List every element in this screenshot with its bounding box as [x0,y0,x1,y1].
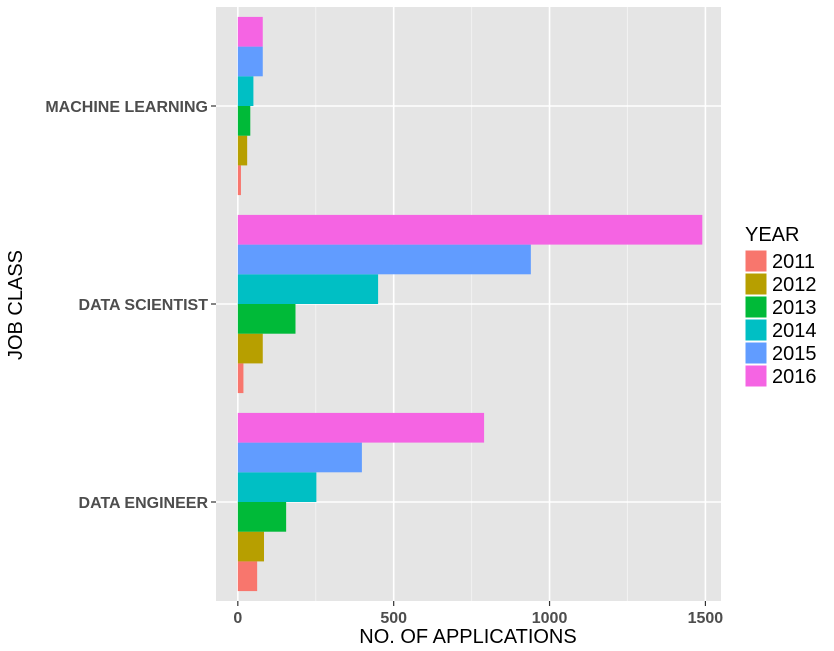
bar [237,442,362,473]
legend-key [744,318,768,342]
x-axis: 0 500 1000 1500 [233,601,723,627]
legend-label: 2016 [772,366,817,388]
legend-key [744,364,768,388]
y-axis-title: JOB CLASS [5,250,27,360]
x-tick-label: 1000 [532,610,568,627]
y-tick-label: DATA SCIENTIST [79,297,209,314]
legend-key [744,249,768,273]
y-tick-label: MACHINE LEARNING [45,99,208,116]
bar [237,46,263,77]
bar [237,561,258,592]
bar [237,76,254,106]
bar [237,106,251,136]
legend-label: 2011 [772,251,815,273]
bar [237,502,287,532]
bar [237,274,379,304]
legend-key [744,341,768,365]
x-tick-label: 1500 [688,610,724,627]
legend-key [744,272,768,296]
bar [237,363,244,394]
bar [237,472,317,502]
x-axis-title: NO. OF APPLICATIONS [359,626,576,648]
legend-label: 2013 [772,297,817,319]
legend-label: 2014 [772,320,817,342]
legend-label: 2012 [772,274,817,296]
bar [237,304,296,334]
x-tick-label: 0 [233,610,242,627]
bar [237,412,485,443]
bar [237,333,263,364]
bar [237,214,703,245]
x-tick-label: 500 [380,610,407,627]
y-tick-label: DATA ENGINEER [79,495,209,512]
legend-title: YEAR [745,224,799,246]
legend-key [744,295,768,319]
bars [237,16,703,592]
y-axis: MACHINE LEARNING DATA SCIENTIST DATA ENGIN… [45,99,216,512]
bar [237,244,531,275]
bar [237,531,265,562]
bar [237,16,263,47]
bar [237,165,241,196]
legend-label: 2015 [772,343,817,365]
bar [237,135,248,166]
